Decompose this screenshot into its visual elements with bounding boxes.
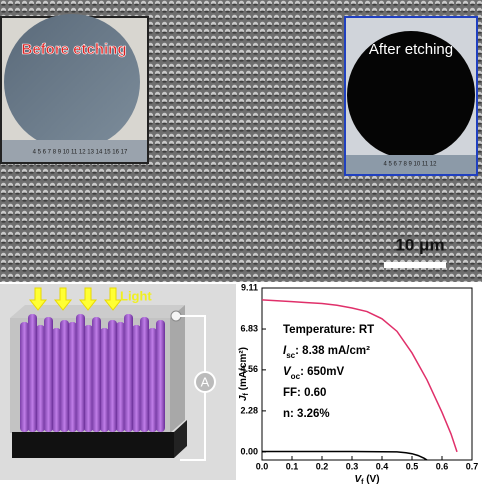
annotation-text: Temperature: RT <box>283 324 374 336</box>
nanowire <box>68 322 77 432</box>
x-axis-label: Vf (V) <box>354 474 379 487</box>
after-label: After etching <box>369 41 453 58</box>
nanowire <box>28 314 37 432</box>
annotation-sub: oc <box>291 372 301 381</box>
nanowire <box>116 322 125 432</box>
nanowire <box>60 320 69 432</box>
annotation-text: : 650mV <box>300 366 344 378</box>
plot-frame <box>261 287 473 461</box>
x-tick-label: 0.7 <box>466 461 479 471</box>
y-tick-label: 2.28 <box>240 405 258 415</box>
y-tick-label: 6.83 <box>240 323 258 333</box>
annotation-text: FF: 0.60 <box>283 387 326 399</box>
nanowire <box>100 328 109 432</box>
annotation: Voc: 650mV <box>283 366 345 381</box>
x-tick-label: 0.3 <box>346 461 359 471</box>
nanowire <box>52 328 61 432</box>
jv-chart: 0.00 2.28 4.56 6.83 9.11 0.0 0.1 0.2 0.3 0.4 0.5 0.… <box>236 282 482 487</box>
annotation: Isc: 8.38 mA/cm² <box>283 345 370 360</box>
meter-label: A <box>201 374 210 389</box>
annotation-sub: sc <box>286 351 295 360</box>
nanowire <box>148 328 157 432</box>
schematic: Light A <box>0 284 236 480</box>
nanowire <box>156 320 165 432</box>
light-label: Light <box>120 288 152 303</box>
x-axis-label-symbol: V <box>354 474 362 485</box>
scale-bar <box>384 262 446 268</box>
x-tick-label: 0.2 <box>316 461 329 471</box>
nanowire <box>92 317 101 432</box>
y-axis-label-symbol: J <box>238 395 249 401</box>
annotation: FF: 0.60 <box>283 387 326 399</box>
y-tick-label: 9.11 <box>241 282 258 292</box>
annotation-symbol: I <box>283 345 287 357</box>
nanowire <box>140 317 149 432</box>
y-axis-label-sub: f <box>243 392 250 395</box>
x-axis-label-text: (V) <box>363 474 379 485</box>
jv-curve <box>262 450 428 461</box>
x-axis-label-sub: f <box>361 479 364 486</box>
y-axis-label: Jf (mA/cm²) <box>238 347 251 401</box>
jv-curve <box>261 299 458 453</box>
chart-background <box>236 284 482 487</box>
annotation-text: : 8.38 mA/cm² <box>295 345 370 357</box>
scale-label: 10 μm <box>395 235 444 254</box>
y-tick-label: 0.00 <box>240 446 258 456</box>
annotation-text: n: 3.26% <box>283 408 330 420</box>
nanowire <box>124 314 133 432</box>
after-inset: 4 5 6 7 8 9 10 11 12 After etching <box>344 16 478 176</box>
annotation: Temperature: RT <box>283 324 374 336</box>
y-tick-label: 4.56 <box>240 364 258 374</box>
ruler-label: 4 5 6 7 8 9 10 11 12 13 14 15 16 17 <box>33 150 128 156</box>
annotation-symbol: V <box>283 366 292 378</box>
nanowire <box>132 325 141 432</box>
x-tick-label: 0.6 <box>436 461 449 471</box>
ruler-label: 4 5 6 7 8 9 10 11 12 <box>384 162 438 168</box>
before-label: Before etching <box>21 41 126 58</box>
nanowire <box>76 314 85 432</box>
nanowire <box>36 325 45 432</box>
x-tick-label: 0.0 <box>256 461 269 471</box>
nanowire <box>84 325 93 432</box>
before-inset: 4 5 6 7 8 9 10 11 12 13 14 15 16 17 Befo… <box>0 14 149 164</box>
y-axis-label-text: (mA/cm²) <box>238 347 249 393</box>
x-tick-label: 0.1 <box>286 461 299 471</box>
nanowire <box>20 322 29 432</box>
x-tick-label: 0.4 <box>376 461 389 471</box>
nanowire <box>108 320 117 432</box>
nanowire <box>44 317 53 432</box>
annotation: n: 3.26% <box>283 408 330 420</box>
x-tick-label: 0.5 <box>406 461 419 471</box>
